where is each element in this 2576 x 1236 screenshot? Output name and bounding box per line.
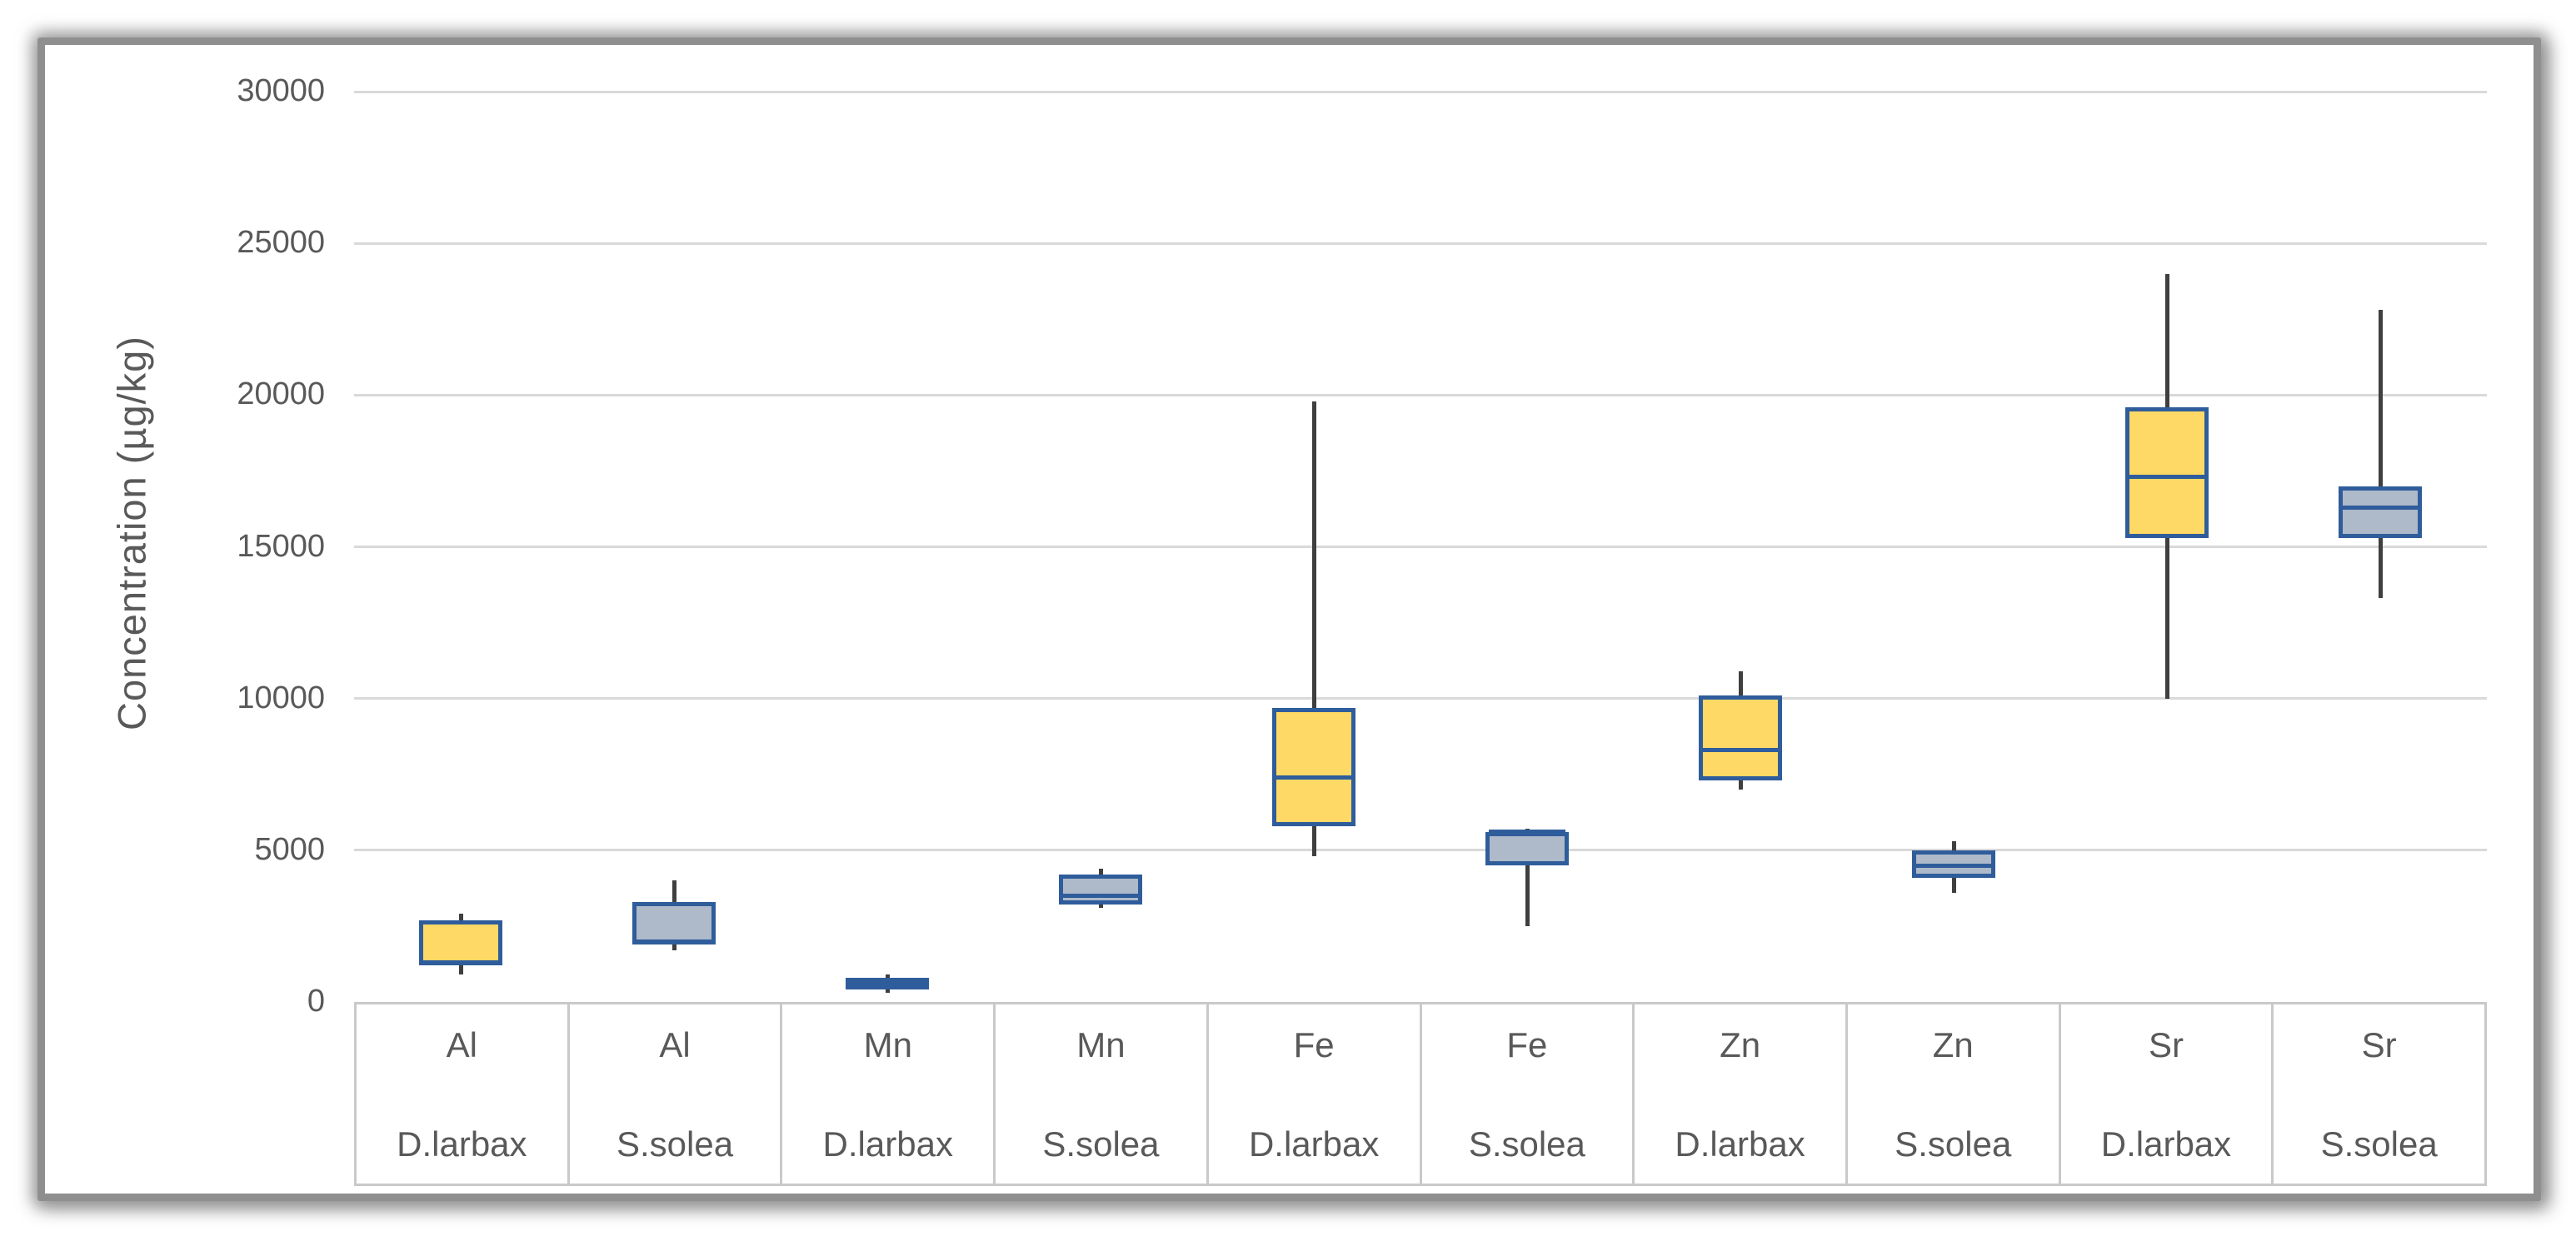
iqr-box — [2339, 486, 2422, 538]
metal-label: Fe — [1293, 1025, 1335, 1064]
category-cell-Al-S.solea: Al S.solea — [570, 1004, 783, 1184]
gridline-30000 — [354, 90, 2487, 93]
y-axis-title: Concentration (µg/kg) — [109, 336, 154, 730]
y-tick-label-30000: 30000 — [237, 73, 325, 108]
gridline-5000 — [354, 849, 2487, 852]
category-cell-Zn-D.larbax: Zn D.larbax — [1635, 1004, 1848, 1184]
category-cell-Zn-S.solea: Zn S.solea — [1848, 1004, 2061, 1184]
species-label: D.larbax — [2100, 1124, 2232, 1164]
species-label: D.larbax — [397, 1124, 527, 1164]
x-axis-category-table: Al D.larbax Al S.solea Mn D.larbax Mn S.solea Fe… — [354, 1002, 2487, 1186]
species-label: D.larbax — [822, 1124, 953, 1164]
species-label: S.solea — [1895, 1124, 2012, 1164]
y-tick-label-20000: 20000 — [237, 376, 325, 412]
whisker-line — [1525, 829, 1530, 926]
median-line — [1062, 893, 1139, 898]
gridline-10000 — [354, 697, 2487, 700]
median-line — [636, 939, 712, 944]
category-cell-Sr-S.solea: Sr S.solea — [2274, 1004, 2484, 1184]
category-cell-Fe-S.solea: Fe S.solea — [1422, 1004, 1635, 1184]
category-cell-Fe-D.larbax: Fe D.larbax — [1209, 1004, 1422, 1184]
median-line — [1276, 775, 1352, 780]
metal-label: Mn — [1076, 1025, 1126, 1064]
y-tick-label-15000: 15000 — [237, 528, 325, 564]
iqr-box — [1699, 695, 1782, 781]
median-line — [1702, 748, 1779, 753]
y-tick-label-5000: 5000 — [254, 831, 325, 867]
species-label: S.solea — [1042, 1124, 1160, 1164]
category-cell-Al-D.larbax: Al D.larbax — [357, 1004, 570, 1184]
picture-frame-border — [37, 37, 2541, 1201]
metal-label: Sr — [2361, 1025, 2397, 1064]
iqr-box — [2125, 406, 2209, 538]
iqr-box — [632, 901, 716, 944]
metal-label: Zn — [1720, 1025, 1761, 1064]
iqr-box — [419, 920, 502, 966]
iqr-box — [1485, 831, 1569, 866]
category-cell-Mn-D.larbax: Mn D.larbax — [782, 1004, 996, 1184]
gridline-20000 — [354, 393, 2487, 396]
y-tick-label-10000: 10000 — [237, 680, 325, 715]
metal-label: Zn — [1932, 1025, 1974, 1064]
gridline-15000 — [354, 546, 2487, 548]
median-line — [849, 981, 926, 986]
iqr-box — [1059, 874, 1142, 905]
species-label: S.solea — [1468, 1124, 1585, 1164]
species-label: D.larbax — [1675, 1124, 1805, 1164]
median-line — [1915, 863, 1992, 868]
median-line — [1489, 830, 1565, 835]
y-tick-label-0: 0 — [307, 984, 325, 1019]
gridline-25000 — [354, 242, 2487, 245]
metal-label: Sr — [2148, 1025, 2184, 1064]
metal-label: Al — [446, 1025, 478, 1064]
category-cell-Mn-S.solea: Mn S.solea — [996, 1004, 1209, 1184]
median-line — [2129, 475, 2205, 480]
species-label: S.solea — [617, 1124, 734, 1164]
species-label: D.larbax — [1248, 1124, 1380, 1164]
metal-label: Al — [659, 1025, 691, 1064]
whisker-line — [2378, 310, 2383, 599]
metal-label: Mn — [863, 1025, 912, 1064]
species-label: S.solea — [2320, 1124, 2438, 1164]
iqr-box — [1272, 707, 1355, 826]
median-line — [2342, 505, 2419, 510]
y-tick-label-25000: 25000 — [237, 225, 325, 261]
whisker-line — [1311, 401, 1316, 857]
metal-label: Fe — [1506, 1025, 1548, 1064]
median-line — [422, 960, 499, 965]
category-cell-Sr-D.larbax: Sr D.larbax — [2061, 1004, 2274, 1184]
